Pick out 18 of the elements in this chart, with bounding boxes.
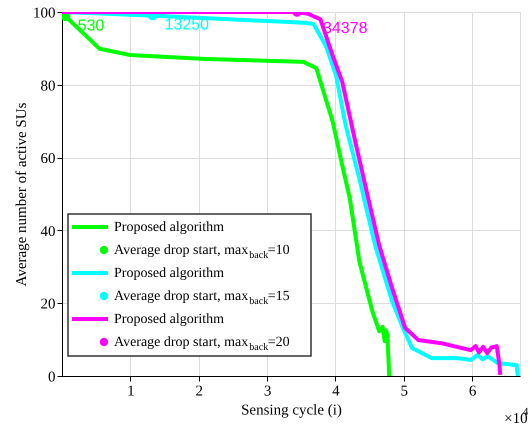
x-tick-label: 3 (264, 384, 272, 400)
legend-label: Proposed algorithm (114, 220, 224, 235)
y-tick-label: 40 (40, 224, 56, 240)
x-tick-label: 4 (332, 384, 340, 400)
legend-label: Proposed algorithm (114, 312, 224, 327)
x-tick-label: 2 (195, 384, 203, 400)
legend-label: Proposed algorithm (114, 266, 224, 281)
y-tick-label: 0 (48, 370, 56, 386)
x-tick-label: 6 (468, 384, 477, 400)
y-tick-label: 100 (33, 6, 56, 22)
y-tick-label: 20 (40, 296, 56, 313)
x-tick-label: 1 (127, 384, 135, 400)
y-tick-label: 80 (40, 78, 56, 94)
text: ×104 (504, 406, 530, 427)
x-axis-title: Sensing cycle (i) (241, 402, 342, 418)
x-tick-label: 5 (400, 384, 408, 400)
y-tick-label: 60 (40, 151, 56, 168)
y-axis-title: Average number of active SUs (14, 102, 30, 286)
